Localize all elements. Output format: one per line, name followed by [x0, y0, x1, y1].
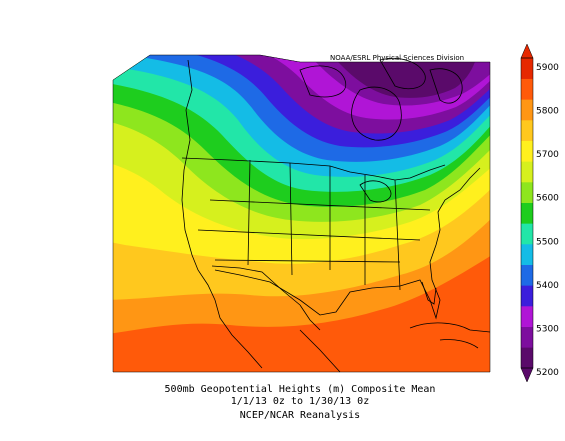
colorbar-tick-label: 5700	[536, 150, 559, 160]
colorbar-segment	[521, 161, 533, 183]
colorbar-min-arrow	[520, 367, 534, 383]
credit-text: NOAA/ESRL Physical Sciences Division	[330, 54, 465, 62]
caption-line-1: 500mb Geopotential Heights (m) Composite…	[164, 384, 436, 395]
colorbar-segment	[521, 58, 533, 79]
colorbar-tick-label: 5300	[536, 324, 559, 334]
colorbar-segment	[521, 120, 533, 141]
colorbar-tick-label: 5600	[536, 194, 559, 204]
colorbar-segment	[521, 140, 533, 162]
height-bands	[113, 55, 490, 372]
country-borders	[181, 58, 491, 373]
colorbar-segment	[521, 99, 533, 121]
colorbar-segment	[521, 182, 533, 203]
colorbar-segment	[521, 347, 533, 369]
colorbar-tick-label: 5800	[536, 107, 559, 117]
colorbar-segment	[521, 285, 533, 307]
colorbar-tick-label: 5500	[536, 237, 559, 247]
colorbar-segment	[521, 306, 533, 327]
colorbar-segment	[521, 326, 533, 348]
colorbar-tick-label: 5900	[536, 63, 559, 73]
colorbar-segment	[521, 202, 533, 224]
colorbar-legend: 5200 5300 5400 5500 5600 5700 5800 5900	[520, 43, 559, 383]
colorbar-tick-label: 5200	[536, 368, 559, 378]
colorbar-max-arrow	[520, 43, 534, 59]
caption-line-3: NCEP/NCAR Reanalysis	[239, 410, 361, 421]
colorbar-segment	[521, 78, 533, 100]
colorbar-segment	[521, 223, 533, 245]
colorbar-tick-label: 5400	[536, 281, 559, 291]
colorbar-segment	[521, 264, 533, 286]
caption-line-2: 1/1/13 0z to 1/30/13 0z	[230, 396, 370, 407]
colorbar-segment	[521, 244, 533, 265]
